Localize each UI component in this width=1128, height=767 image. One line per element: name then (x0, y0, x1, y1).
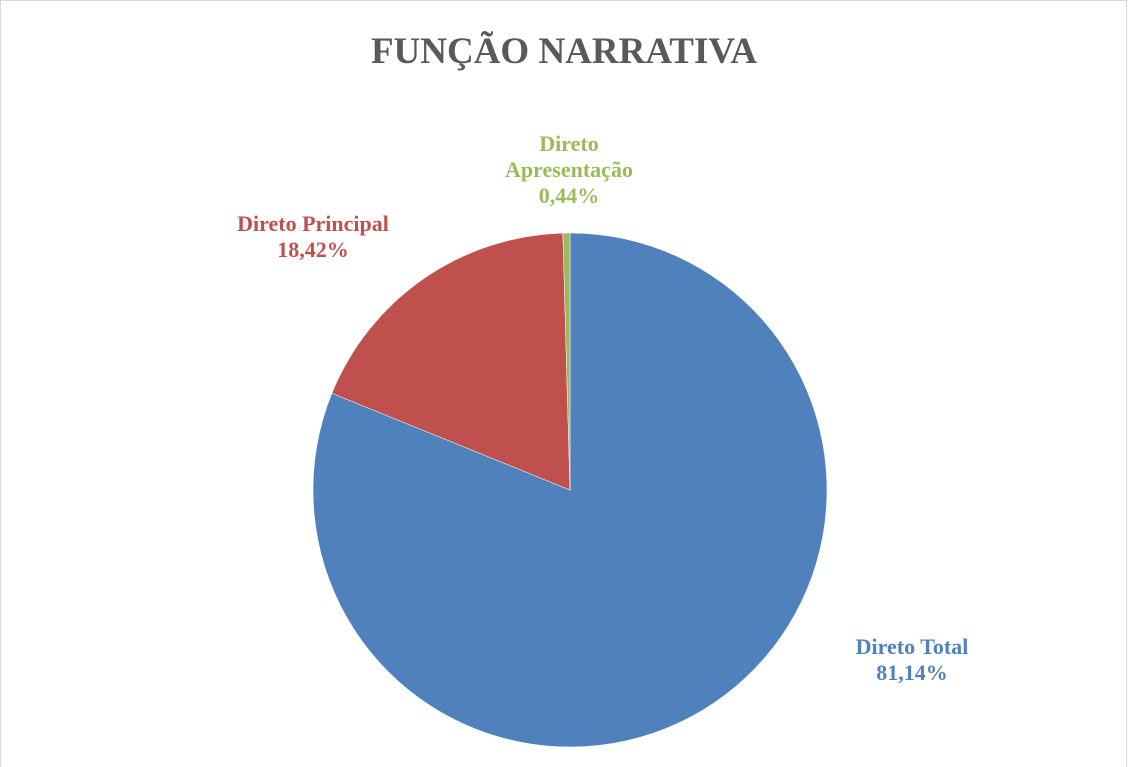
category-label: Direto Principal (237, 211, 389, 236)
category-label: Direto Total (855, 634, 969, 659)
chart-title: FUNÇÃO NARRATIVA (370, 31, 758, 72)
data-label: Direto Total 81,14% (812, 634, 1012, 686)
value-label: 0,44% (538, 183, 600, 208)
category-label: Direto Apresentação (505, 131, 633, 182)
value-label: 81,14% (876, 660, 948, 685)
pie-slice (562, 232, 571, 491)
data-label: Direto Apresentação 0,44% (484, 131, 654, 209)
data-label: Direto Principal 18,42% (198, 211, 428, 263)
value-label: 18,42% (277, 237, 349, 262)
pie-slice (331, 232, 571, 491)
